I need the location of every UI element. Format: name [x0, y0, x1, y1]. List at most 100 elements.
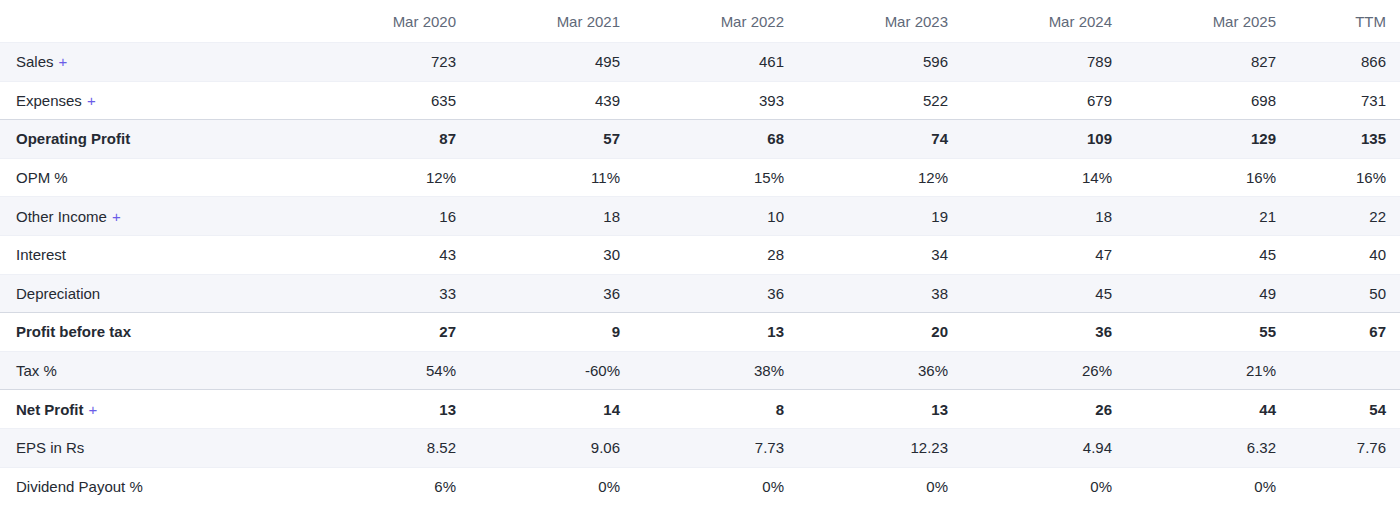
- value-cell: 36: [456, 274, 620, 313]
- value-cell: 135: [1276, 120, 1400, 159]
- value-cell: 36%: [784, 351, 948, 390]
- value-cell: 26%: [948, 351, 1112, 390]
- value-cell: 68: [620, 120, 784, 159]
- table-row: EPS in Rs 8.529.067.7312.234.946.327.76: [0, 428, 1400, 467]
- column-header: Mar 2024: [948, 0, 1112, 43]
- row-label: Other Income: [16, 208, 107, 225]
- row-label-cell: Dividend Payout %: [0, 467, 292, 505]
- value-cell: 731: [1276, 81, 1400, 120]
- value-cell: 723: [292, 43, 456, 82]
- value-cell: 12%: [784, 158, 948, 197]
- value-cell: 0%: [1112, 467, 1276, 505]
- value-cell: 26: [948, 390, 1112, 429]
- column-header: Mar 2020: [292, 0, 456, 43]
- value-cell: 16: [292, 197, 456, 236]
- value-cell: 18: [948, 197, 1112, 236]
- value-cell: 14%: [948, 158, 1112, 197]
- table-row: Profit before tax2791320365567: [0, 313, 1400, 352]
- value-cell: 49: [1112, 274, 1276, 313]
- value-cell: -60%: [456, 351, 620, 390]
- value-cell: 7.73: [620, 428, 784, 467]
- value-cell: 34: [784, 235, 948, 274]
- value-cell: 54: [1276, 390, 1400, 429]
- table-row: Dividend Payout %6%0%0%0%0%0%: [0, 467, 1400, 505]
- value-cell: 27: [292, 313, 456, 352]
- table-row: Operating Profit87576874109129135: [0, 120, 1400, 159]
- value-cell: 43: [292, 235, 456, 274]
- value-cell: 129: [1112, 120, 1276, 159]
- table-body: Sales+723495461596789827866Expenses+6354…: [0, 43, 1400, 506]
- table-row: OPM %12%11%15%12%14%16%16%: [0, 158, 1400, 197]
- value-cell: 679: [948, 81, 1112, 120]
- value-cell: 0%: [456, 467, 620, 505]
- value-cell: 40: [1276, 235, 1400, 274]
- table-row: Depreciation33363638454950: [0, 274, 1400, 313]
- value-cell: 33: [292, 274, 456, 313]
- value-cell: 21%: [1112, 351, 1276, 390]
- value-cell: 47: [948, 235, 1112, 274]
- value-cell: 827: [1112, 43, 1276, 82]
- row-label: EPS in Rs: [16, 439, 84, 456]
- value-cell: 57: [456, 120, 620, 159]
- header-row: Mar 2020 Mar 2021 Mar 2022 Mar 2023 Mar …: [0, 0, 1400, 43]
- value-cell: 12.23: [784, 428, 948, 467]
- value-cell: 0%: [620, 467, 784, 505]
- table-row: Expenses+635439393522679698731: [0, 81, 1400, 120]
- table-row: Tax %54%-60%38%36%26%21%: [0, 351, 1400, 390]
- row-label: Net Profit: [16, 401, 84, 418]
- row-label: Interest: [16, 246, 66, 263]
- row-label-cell: Interest: [0, 235, 292, 274]
- value-cell: 6%: [292, 467, 456, 505]
- value-cell: 19: [784, 197, 948, 236]
- value-cell: 18: [456, 197, 620, 236]
- value-cell: 393: [620, 81, 784, 120]
- row-label-cell: OPM %: [0, 158, 292, 197]
- value-cell: 7.76: [1276, 428, 1400, 467]
- value-cell: 10: [620, 197, 784, 236]
- expand-row-button[interactable]: +: [54, 54, 68, 69]
- column-header: Mar 2021: [456, 0, 620, 43]
- value-cell: 38: [784, 274, 948, 313]
- row-label: Dividend Payout %: [16, 478, 143, 495]
- value-cell: 13: [620, 313, 784, 352]
- value-cell: 67: [1276, 313, 1400, 352]
- value-cell: 20: [784, 313, 948, 352]
- value-cell: 22: [1276, 197, 1400, 236]
- value-cell: 13: [784, 390, 948, 429]
- value-cell: [1276, 467, 1400, 505]
- row-label-header: [0, 0, 292, 43]
- value-cell: 21: [1112, 197, 1276, 236]
- row-label: Depreciation: [16, 285, 100, 302]
- expand-row-button[interactable]: +: [82, 93, 96, 108]
- value-cell: 9.06: [456, 428, 620, 467]
- table-row: Sales+723495461596789827866: [0, 43, 1400, 82]
- value-cell: 8.52: [292, 428, 456, 467]
- row-label-cell: Profit before tax: [0, 313, 292, 352]
- value-cell: 461: [620, 43, 784, 82]
- table-row: Net Profit+1314813264454: [0, 390, 1400, 429]
- value-cell: 12%: [292, 158, 456, 197]
- row-label-cell: Depreciation: [0, 274, 292, 313]
- column-header: Mar 2023: [784, 0, 948, 43]
- row-label: OPM %: [16, 169, 68, 186]
- value-cell: 38%: [620, 351, 784, 390]
- column-header: Mar 2025: [1112, 0, 1276, 43]
- value-cell: 439: [456, 81, 620, 120]
- value-cell: 866: [1276, 43, 1400, 82]
- value-cell: 495: [456, 43, 620, 82]
- value-cell: 87: [292, 120, 456, 159]
- expand-row-button[interactable]: +: [84, 402, 98, 417]
- value-cell: 45: [948, 274, 1112, 313]
- row-label: Tax %: [16, 362, 57, 379]
- expand-row-button[interactable]: +: [107, 209, 121, 224]
- value-cell: 0%: [784, 467, 948, 505]
- value-cell: 8: [620, 390, 784, 429]
- row-label-cell: Net Profit+: [0, 390, 292, 429]
- row-label: Sales: [16, 53, 54, 70]
- value-cell: 11%: [456, 158, 620, 197]
- column-header: TTM: [1276, 0, 1400, 43]
- row-label: Profit before tax: [16, 323, 131, 340]
- value-cell: 4.94: [948, 428, 1112, 467]
- value-cell: 6.32: [1112, 428, 1276, 467]
- value-cell: 522: [784, 81, 948, 120]
